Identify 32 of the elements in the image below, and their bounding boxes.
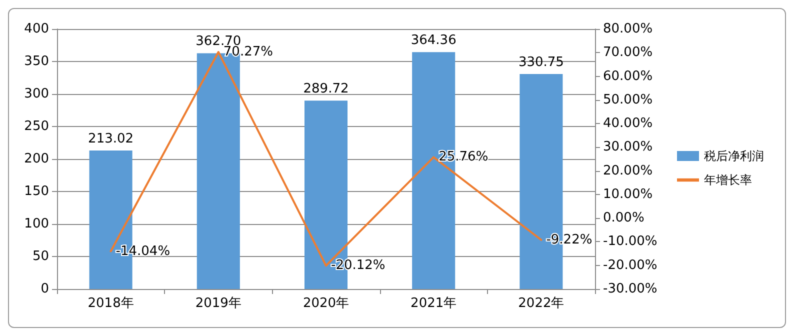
x-tick-label: 2020年 <box>302 296 350 311</box>
y-tick-label: 200 <box>24 152 49 166</box>
data-label: 330.75 <box>518 55 564 70</box>
y-tick-label: 400 <box>24 22 49 36</box>
y2-tick-label: -10.00% <box>603 234 658 250</box>
y2-tick-label: 40.00% <box>603 116 653 132</box>
y2-tick-label: 80.00% <box>603 22 653 36</box>
x-tick-label: 2022年 <box>518 296 564 311</box>
y-tick-label: 350 <box>24 54 49 69</box>
y-tick-label: 300 <box>24 86 49 102</box>
y-tick-label: 100 <box>24 216 49 232</box>
y-tick-label: 150 <box>24 184 49 199</box>
y2-tick-label: -30.00% <box>603 282 658 296</box>
y2-tick-label: 70.00% <box>603 45 653 60</box>
data-label: 364.36 <box>410 33 456 48</box>
y2-tick-label: 50.00% <box>603 92 653 108</box>
y2-tick-label: 10.00% <box>603 186 653 202</box>
y-tick-label: 50 <box>32 249 49 264</box>
data-label: 289.72 <box>303 82 349 97</box>
y2-tick-label: 0.00% <box>603 210 644 226</box>
y2-tick-label: 20.00% <box>603 163 653 178</box>
x-tick-label: 2019年 <box>195 296 242 311</box>
x-tick-label: 2018年 <box>88 296 134 311</box>
y-tick-label: 0 <box>40 282 49 296</box>
legend-label: 年增长率 <box>704 173 752 187</box>
y-tick-label: 250 <box>24 119 49 134</box>
legend-label: 税后净利润 <box>704 149 764 163</box>
y2-tick-label: -20.00% <box>603 258 658 273</box>
y2-tick-label: 30.00% <box>603 140 653 155</box>
data-label: 213.02 <box>88 132 134 147</box>
x-tick-label: 2021年 <box>410 296 457 311</box>
y2-tick-label: 60.00% <box>603 68 653 84</box>
